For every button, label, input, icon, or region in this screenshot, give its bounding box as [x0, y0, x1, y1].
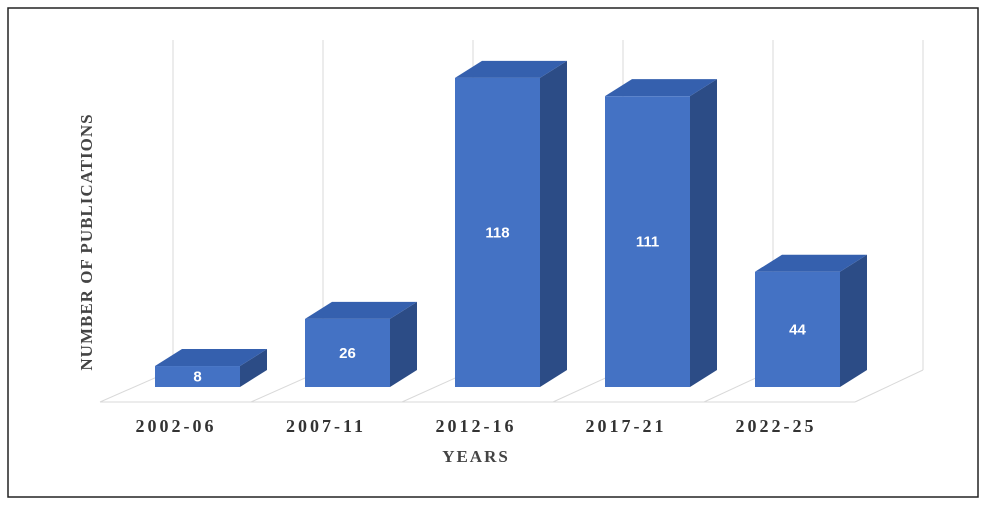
- x-tick-label: 2022-25: [736, 416, 817, 436]
- bar: [755, 254, 867, 387]
- bar-side: [690, 79, 717, 388]
- bar: [455, 60, 567, 388]
- data-label: 44: [789, 321, 806, 338]
- bar-front: [605, 96, 690, 388]
- data-label: 111: [636, 234, 659, 251]
- x-axis-title: YEARS: [442, 447, 510, 466]
- floor-line: [854, 369, 924, 403]
- data-label: 26: [339, 345, 356, 362]
- y-axis-title: NUMBER OF PUBLICATIONS: [77, 113, 96, 370]
- x-tick-label: 2002-06: [136, 416, 217, 436]
- bar-top: [755, 254, 867, 272]
- bar-side: [390, 301, 417, 387]
- bar-front: [755, 271, 840, 387]
- bar-side: [540, 60, 567, 388]
- data-label: 8: [193, 368, 201, 385]
- bar-top: [455, 60, 567, 78]
- bar: [605, 79, 717, 388]
- bar: [155, 349, 267, 387]
- bar-front: [155, 366, 240, 387]
- bar: [305, 301, 417, 387]
- x-tick-label: 2007-11: [286, 416, 366, 436]
- bar-front: [455, 77, 540, 387]
- x-tick-label: 2017-21: [586, 416, 667, 436]
- bar-top: [155, 349, 267, 367]
- bar-side: [840, 254, 867, 387]
- data-label: 118: [485, 224, 509, 241]
- bar-front: [305, 318, 390, 387]
- bar-top: [305, 301, 417, 319]
- bar-top: [605, 79, 717, 97]
- bar-side: [240, 349, 267, 387]
- x-tick-label: 2012-16: [436, 416, 517, 436]
